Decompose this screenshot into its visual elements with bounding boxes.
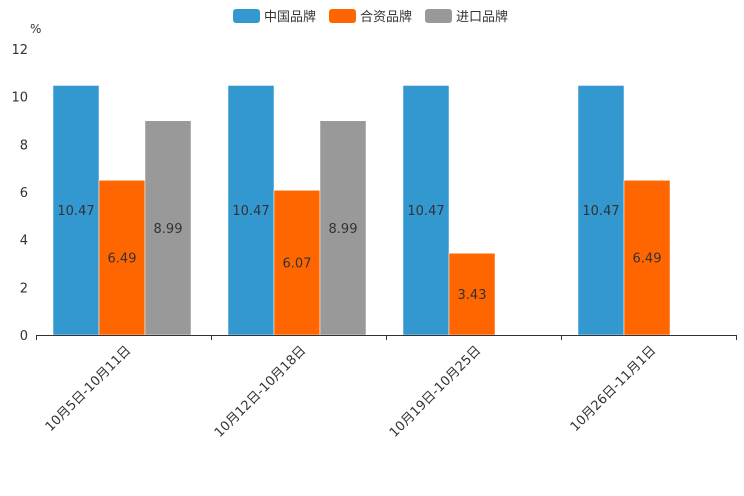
legend-swatch-2 [329, 9, 356, 23]
data-label: 8.99 [154, 222, 183, 237]
bar-1-3 [402, 85, 450, 336]
legend-label-3: 进口品牌 [456, 9, 508, 25]
y-axis: 0 2 4 6 8 10 12 [11, 43, 28, 344]
x-tick-label: 10月19日-10月25日 [387, 343, 484, 440]
data-label: 8.99 [329, 222, 358, 237]
y-tick-label: 6 [20, 186, 28, 201]
y-tick-label: 12 [11, 43, 28, 58]
y-tick-label: 0 [20, 329, 28, 344]
x-tick-label: 10月5日-10月11日 [43, 343, 135, 435]
bar-1-1 [52, 85, 100, 336]
bar-2-3 [448, 253, 496, 336]
legend-label-2: 合资品牌 [360, 9, 412, 25]
data-label: 10.47 [582, 204, 619, 219]
bar-3-2 [319, 120, 367, 336]
bars: 10.47 6.49 8.99 10.47 6.07 8.99 10.47 3.43 10.47… [52, 85, 671, 336]
bar-2-4 [623, 180, 671, 336]
x-tick-label: 10月26日-11月1日 [568, 343, 660, 435]
y-tick-label: 4 [20, 234, 28, 249]
legend-label-1: 中国品牌 [264, 9, 316, 25]
x-axis: 10月5日-10月11日 10月12日-10月18日 10月19日-10月25日 10… [36, 335, 737, 441]
bar-2-1 [98, 180, 146, 336]
y-tick-label: 8 [20, 138, 28, 153]
data-label: 6.07 [283, 257, 312, 272]
x-tick-label: 10月12日-10月18日 [212, 343, 309, 440]
data-label: 10.47 [57, 204, 94, 219]
data-label: 10.47 [407, 204, 444, 219]
data-label: 3.43 [458, 288, 487, 303]
legend-swatch-1 [233, 9, 260, 23]
y-tick-label: 10 [11, 91, 28, 106]
legend-swatch-3 [425, 9, 452, 23]
data-label: 10.47 [232, 204, 269, 219]
y-tick-label: 2 [20, 281, 28, 296]
legend: 中国品牌 合资品牌 进口品牌 [233, 9, 508, 25]
data-label: 6.49 [108, 252, 137, 267]
bar-3-1 [144, 120, 192, 336]
bar-2-2 [273, 190, 321, 336]
bar-1-2 [227, 85, 275, 336]
y-axis-unit: % [30, 22, 41, 36]
data-label: 6.49 [633, 252, 662, 267]
